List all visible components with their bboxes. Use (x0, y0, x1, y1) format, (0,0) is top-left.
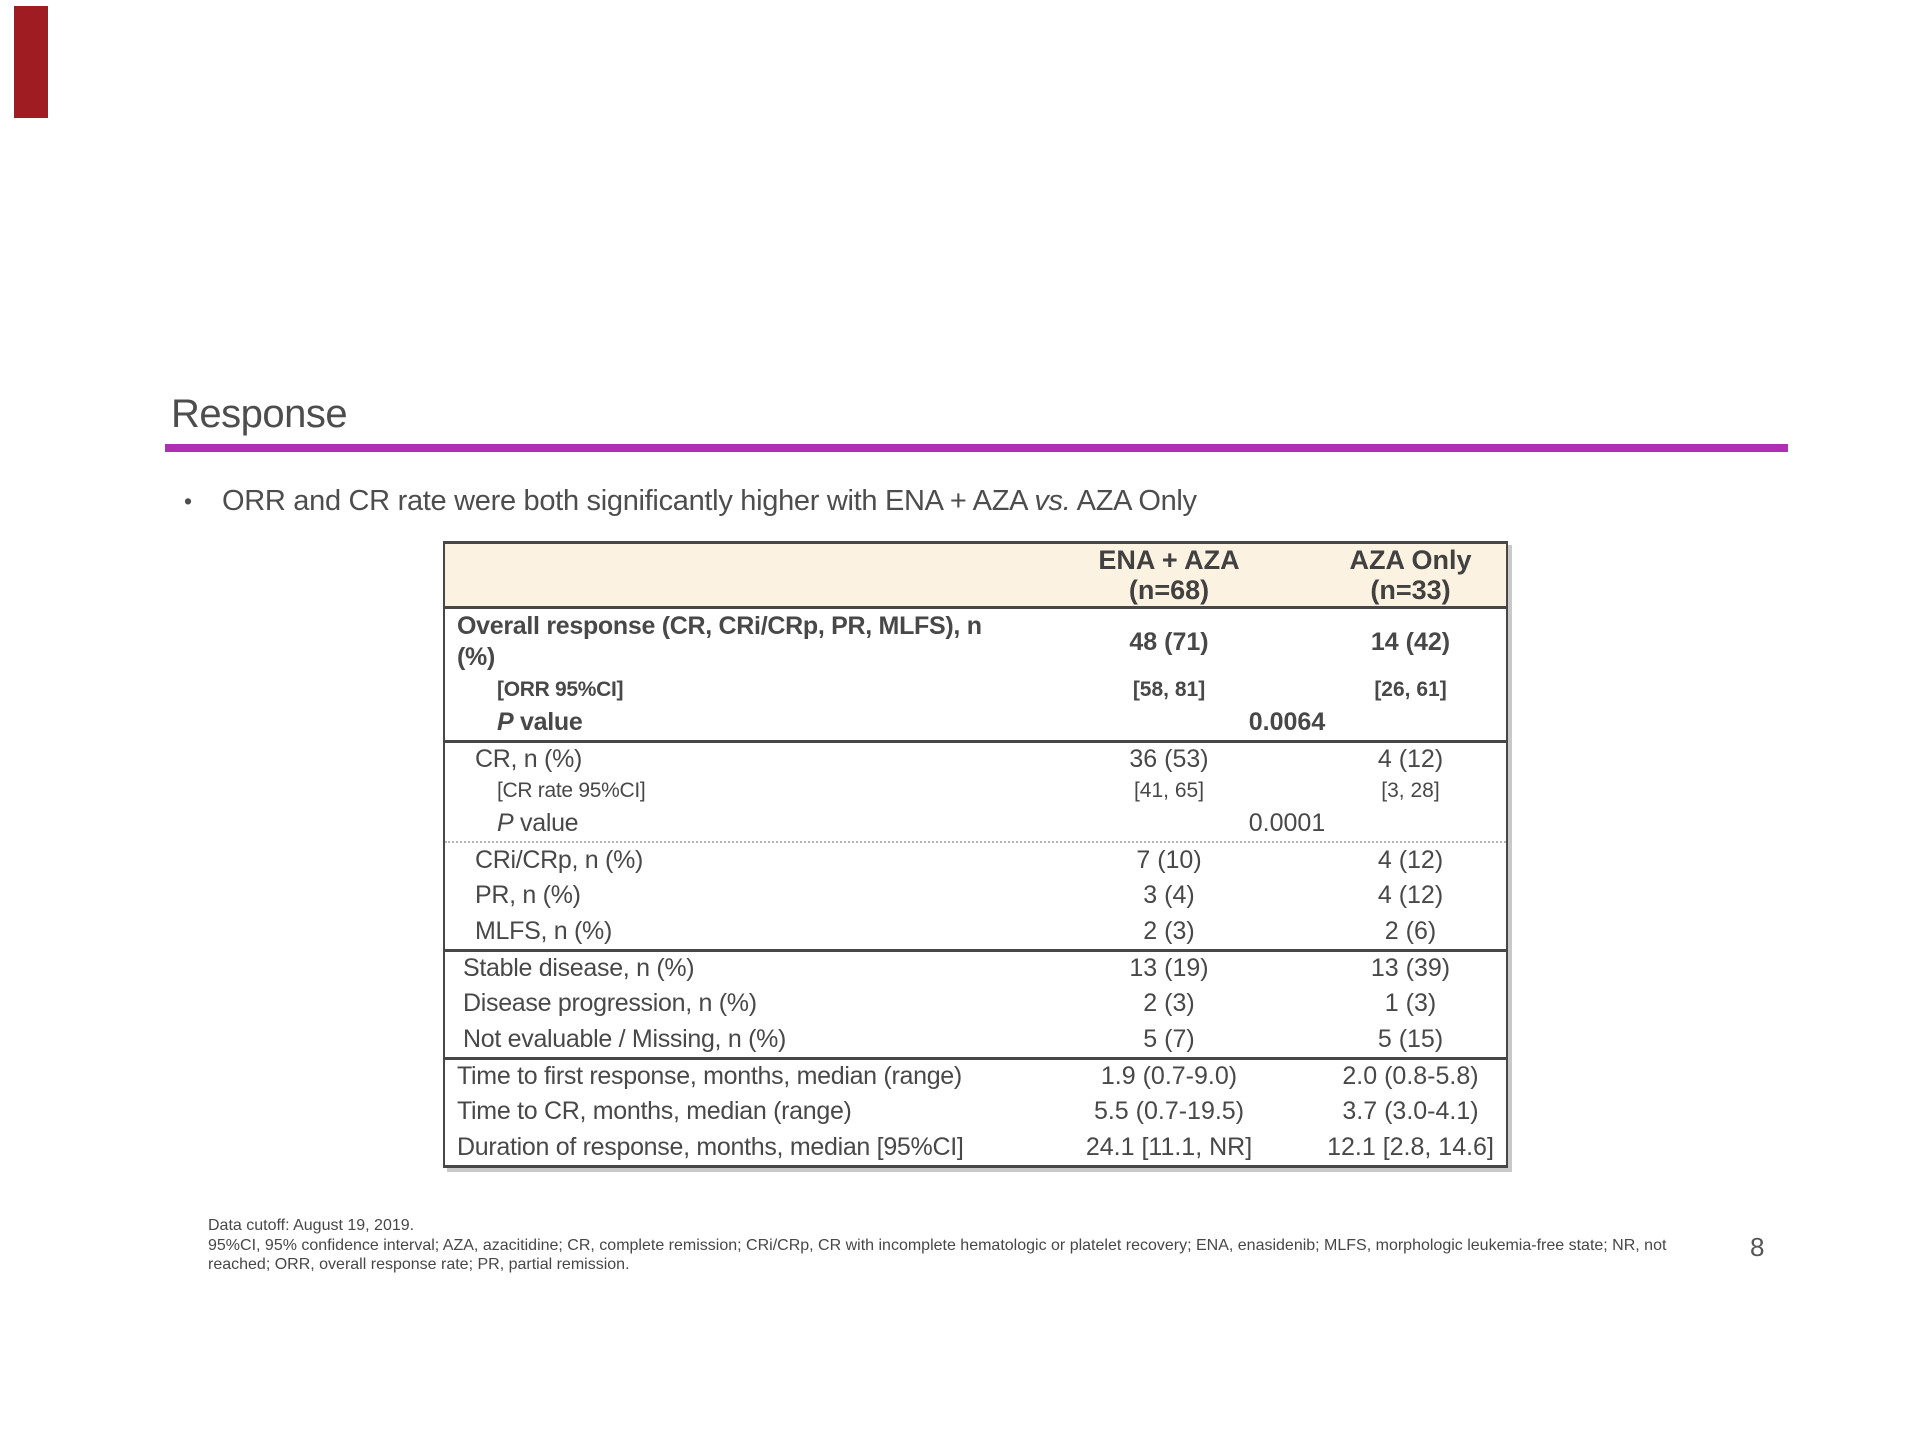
ena-aza-value: 1.9 (0.7-9.0) (1100, 1062, 1238, 1090)
aza-only-value: 4 (12) (1377, 745, 1444, 773)
row-label: Not evaluable / Missing, n (%) (463, 1024, 787, 1053)
table-header-row: ENA + AZA (n=68) AZA Only (n=33) (445, 544, 1506, 609)
ena-aza-value: [41, 65] (1133, 779, 1205, 802)
row-label: CR, n (%) (475, 745, 583, 773)
row-label: P value (497, 809, 579, 837)
bullet-text: ORR and CR rate were both significantly … (222, 483, 1197, 520)
row-label: Disease progression, n (%) (463, 988, 757, 1017)
corner-accent-bar (14, 6, 48, 118)
ena-aza-value: 5 (7) (1143, 1024, 1195, 1053)
aza-only-value: 5 (15) (1377, 1024, 1444, 1053)
table-row: Disease progression, n (%) 2 (3) 1 (3) (445, 985, 1506, 1021)
table-body: Overall response (CR, CRi/CRp, PR, MLFS)… (445, 609, 1506, 1165)
footnotes: Data cutoff: August 19, 2019. 95%CI, 95%… (208, 1216, 1748, 1275)
table-row: Duration of response, months, median [95… (445, 1129, 1506, 1165)
footnote-line: 95%CI, 95% confidence interval; AZA, aza… (208, 1236, 1667, 1254)
row-label: [ORR 95%CI] (497, 678, 624, 701)
header-ena-aza-n: (n=68) (1128, 575, 1210, 605)
ena-aza-value: 48 (71) (1129, 627, 1209, 656)
table-row: P value 0.0001 (445, 806, 1506, 841)
table-row: Overall response (CR, CRi/CRp, PR, MLFS)… (445, 609, 1506, 675)
row-label: CRi/CRp, n (%) (475, 845, 644, 874)
aza-only-value: 4 (12) (1377, 880, 1444, 909)
table-row: MLFS, n (%) 2 (3) 2 (6) (445, 913, 1506, 949)
table-row: CR, n (%) 36 (53) 4 (12) (445, 740, 1506, 776)
p-value: 0.0001 (1248, 809, 1326, 837)
row-label: Overall response (CR, CRi/CRp, PR, MLFS)… (457, 612, 982, 671)
aza-only-value: 4 (12) (1377, 845, 1444, 874)
ena-aza-value: 2 (3) (1143, 988, 1195, 1017)
row-label: Time to first response, months, median (… (457, 1062, 962, 1090)
results-table: ENA + AZA (n=68) AZA Only (n=33) Overall… (443, 541, 1508, 1168)
row-label: MLFS, n (%) (475, 916, 612, 945)
table-row: CRi/CRp, n (%) 7 (10) 4 (12) (445, 841, 1506, 877)
row-label: [CR rate 95%CI] (497, 779, 646, 802)
aza-only-value: 2 (6) (1384, 916, 1437, 945)
ena-aza-value: 24.1 [11.1, NR] (1085, 1132, 1253, 1161)
ena-aza-value: 2 (3) (1143, 916, 1195, 945)
header-aza-only: AZA Only (n=33) (1315, 545, 1506, 605)
table-row: Not evaluable / Missing, n (%) 5 (7) 5 (15… (445, 1021, 1506, 1057)
table-row: Time to first response, months, median (… (445, 1057, 1506, 1093)
ena-aza-value: 3 (4) (1143, 880, 1195, 909)
page-title: Response (171, 392, 348, 436)
bullet-icon: • (184, 488, 192, 514)
aza-only-value: 13 (39) (1370, 954, 1451, 982)
row-label: P value (497, 708, 583, 736)
header-ena-aza-title: ENA + AZA (1098, 545, 1240, 575)
table-row: PR, n (%) 3 (4) 4 (12) (445, 877, 1506, 913)
aza-only-value: 12.1 [2.8, 14.6] (1327, 1132, 1494, 1161)
ena-aza-value: 13 (19) (1129, 954, 1209, 982)
header-aza-only-n: (n=33) (1370, 575, 1451, 605)
ena-aza-value: [58, 81] (1132, 678, 1206, 701)
aza-only-value: [3, 28] (1381, 779, 1440, 802)
row-label: Duration of response, months, median [95… (457, 1132, 964, 1161)
row-label: PR, n (%) (475, 880, 581, 909)
page-number: 8 (1750, 1232, 1765, 1262)
table-row: [CR rate 95%CI] [41, 65] [3, 28] (445, 776, 1506, 806)
bullet-text-pre: ORR and CR rate were both significantly … (222, 485, 1035, 517)
aza-only-value: [26, 61] (1374, 678, 1447, 701)
ena-aza-value: 7 (10) (1136, 845, 1202, 874)
table-row: [ORR 95%CI] [58, 81] [26, 61] (445, 675, 1506, 705)
aza-only-value: 3.7 (3.0-4.1) (1342, 1096, 1479, 1125)
row-label: Time to CR, months, median (range) (457, 1096, 852, 1125)
row-label: Stable disease, n (%) (463, 954, 695, 982)
p-value: 0.0064 (1248, 708, 1326, 736)
aza-only-value: 14 (42) (1370, 627, 1451, 656)
ena-aza-value: 36 (53) (1129, 745, 1209, 773)
footnote-line: reached; ORR, overall response rate; PR,… (208, 1256, 630, 1273)
bullet-text-emphasis: vs. (1034, 485, 1071, 517)
header-aza-only-title: AZA Only (1349, 545, 1472, 575)
header-ena-aza: ENA + AZA (n=68) (1023, 545, 1315, 605)
bullet-text-post: AZA Only (1070, 485, 1197, 517)
ena-aza-value: 5.5 (0.7-19.5) (1093, 1096, 1245, 1125)
title-underline (165, 444, 1788, 452)
bullet-point: • ORR and CR rate were both significantl… (184, 483, 1197, 520)
aza-only-value: 2.0 (0.8-5.8) (1342, 1062, 1479, 1090)
table-row: P value 0.0064 (445, 705, 1506, 740)
aza-only-value: 1 (3) (1384, 988, 1437, 1017)
footnote-line: Data cutoff: August 19, 2019. (208, 1217, 415, 1234)
table-row: Stable disease, n (%) 13 (19) 13 (39) (445, 949, 1506, 985)
table-row: Time to CR, months, median (range) 5.5 (0… (445, 1093, 1506, 1129)
